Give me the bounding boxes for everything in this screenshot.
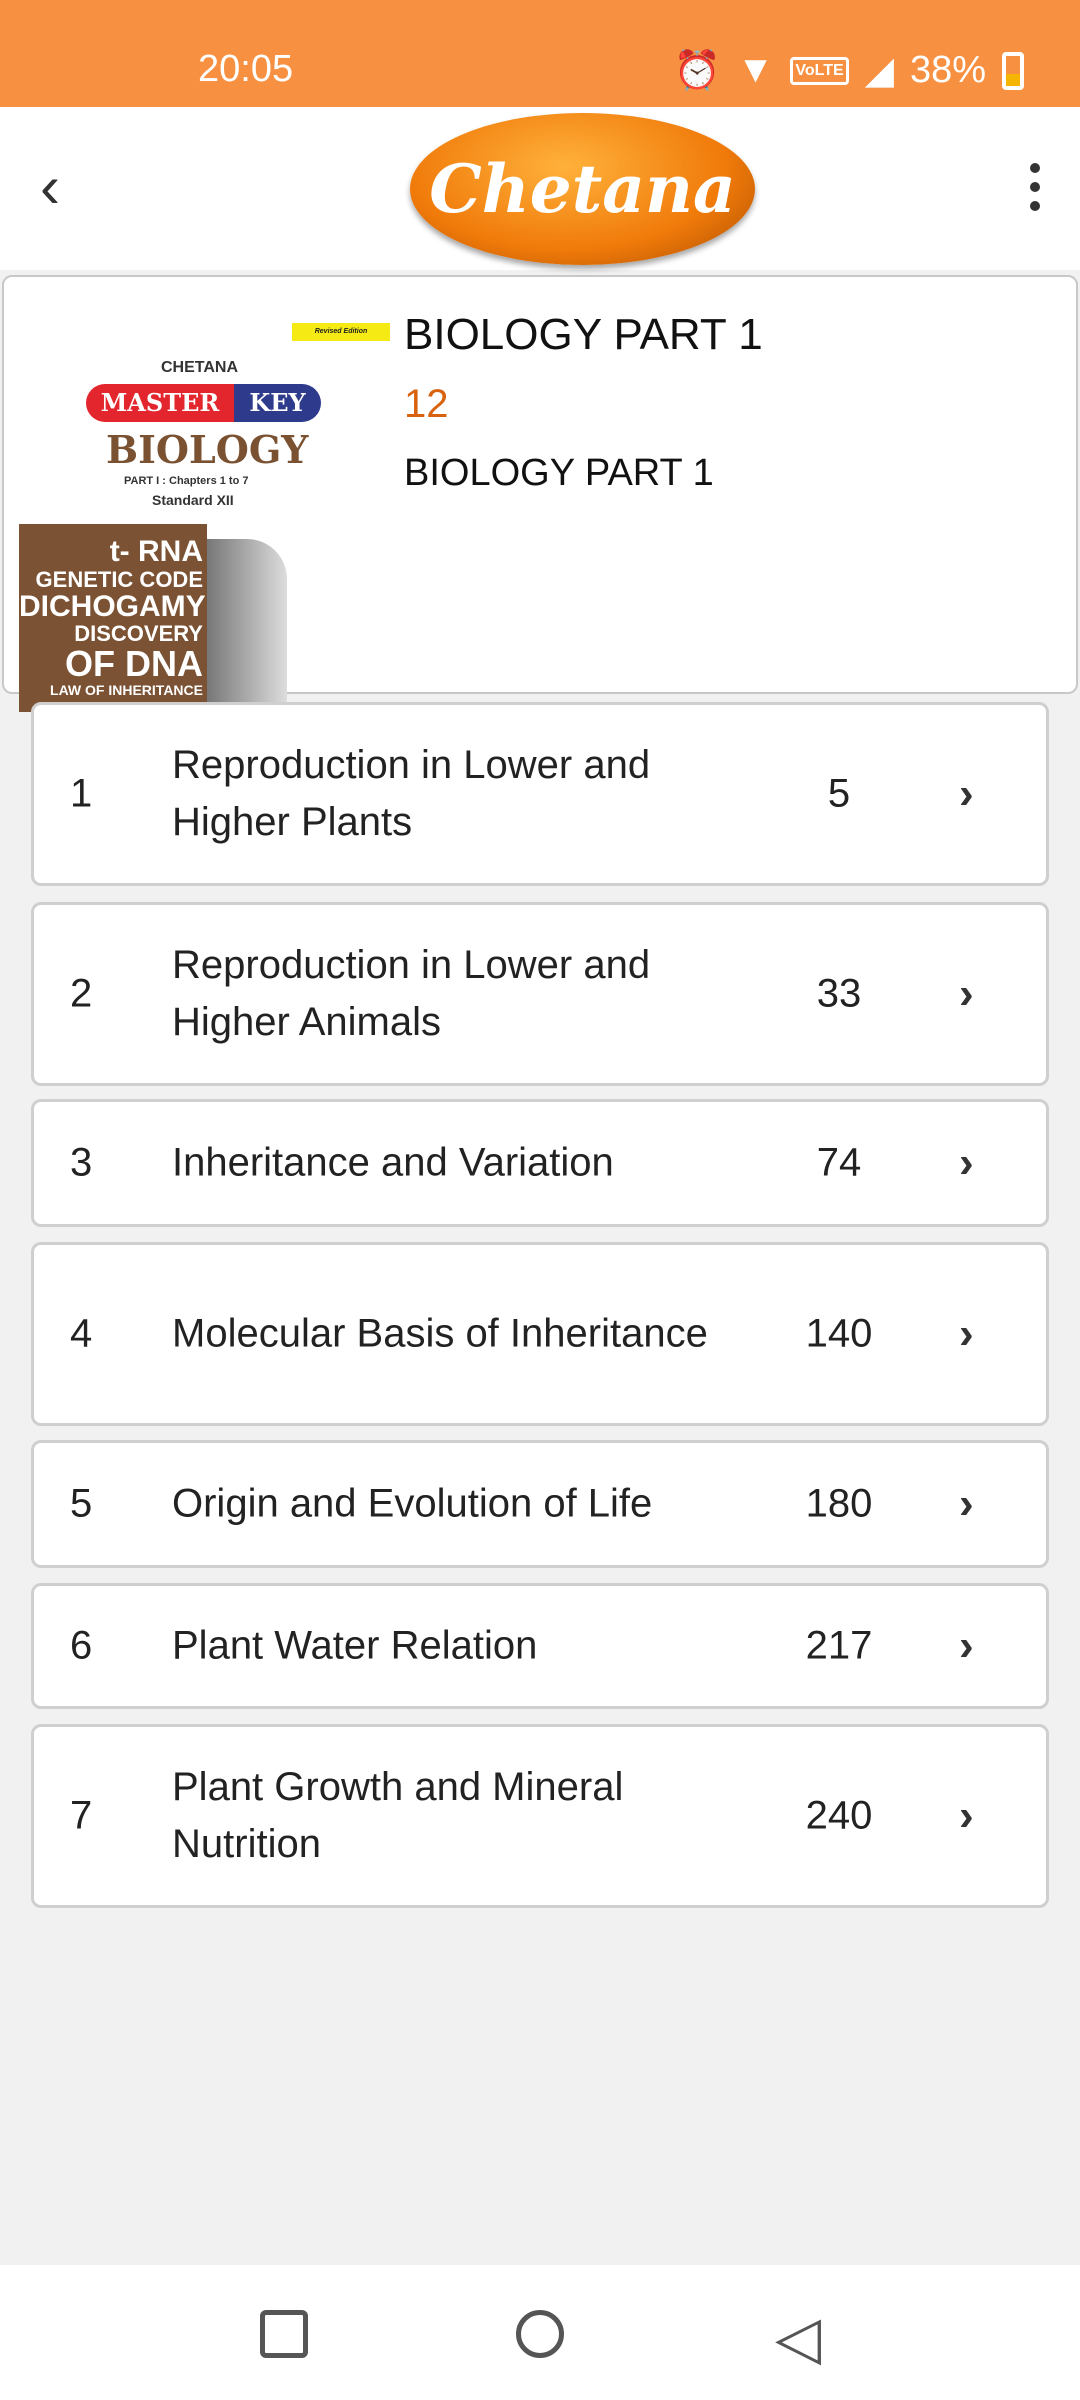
chapter-item[interactable]: 6 Plant Water Relation 217 › <box>31 1583 1049 1709</box>
back-nav-icon[interactable]: ◁ <box>775 2304 822 2371</box>
book-title: BIOLOGY PART 1 <box>404 310 763 359</box>
chevron-right-icon: › <box>959 1791 974 1840</box>
volte-icon: VoLTE <box>790 56 849 85</box>
chapter-number: 1 <box>70 771 93 816</box>
chapter-number: 3 <box>70 1140 93 1185</box>
chapter-title: Origin and Evolution of Life <box>172 1481 653 1526</box>
chapter-number: 5 <box>70 1481 93 1526</box>
chapter-title: Plant Growth and Mineral Nutrition <box>172 1765 624 1866</box>
chapter-title: Plant Water Relation <box>172 1623 538 1668</box>
clock: 20:05 <box>198 48 294 90</box>
chevron-right-icon: › <box>959 1479 974 1528</box>
chapter-item[interactable]: 2 Reproduction in Lower and Higher Anima… <box>31 902 1049 1086</box>
chapter-title: Molecular Basis of Inheritance <box>172 1311 708 1356</box>
recents-icon[interactable] <box>260 2310 308 2358</box>
book-cover-image: Revised Edition CHETANA MASTER KEY BIOLOG… <box>16 307 396 712</box>
book-header-card: Revised Edition CHETANA MASTER KEY BIOLOG… <box>2 275 1078 712</box>
book-standard: 12 <box>404 382 449 426</box>
chapter-item[interactable]: 7 Plant Growth and Mineral Nutrition 240… <box>31 1724 1049 1908</box>
chapter-page: 180 <box>805 1481 873 1526</box>
chapter-item[interactable]: 4 Molecular Basis of Inheritance 140 › <box>31 1242 1049 1426</box>
navigation-bar: ◁ <box>0 2265 1080 2400</box>
chapter-page: 217 <box>805 1623 873 1668</box>
battery-percent: 38% <box>909 49 986 91</box>
signal-icon: ◢ <box>864 50 894 92</box>
battery-charging-icon <box>1002 51 1024 90</box>
home-icon[interactable] <box>516 2310 564 2358</box>
chapter-number: 4 <box>70 1311 93 1356</box>
chapter-item[interactable]: 1 Reproduction in Lower and Higher Plant… <box>31 702 1049 886</box>
chevron-right-icon: › <box>959 769 974 818</box>
chevron-right-icon: › <box>959 969 974 1018</box>
chapter-number: 7 <box>70 1793 93 1838</box>
chapter-number: 6 <box>70 1623 93 1668</box>
chevron-right-icon: › <box>959 1138 974 1187</box>
chapter-title: Reproduction in Lower and Higher Plants <box>172 743 651 844</box>
book-subtitle: BIOLOGY PART 1 <box>404 452 714 494</box>
status-bar: 20:05 ⏰ ▼ VoLTE ◢ 38% <box>0 0 1080 107</box>
more-vert-icon[interactable] <box>1020 157 1050 217</box>
chapter-item[interactable]: 3 Inheritance and Variation 74 › <box>31 1099 1049 1227</box>
chapter-number: 2 <box>70 971 93 1016</box>
chapter-title: Inheritance and Variation <box>172 1140 614 1185</box>
chapter-page: 240 <box>805 1793 873 1838</box>
chapter-page: 74 <box>816 1140 862 1185</box>
wifi-icon: ▼ <box>736 49 775 91</box>
chapter-page: 33 <box>816 971 862 1016</box>
chapter-title: Reproduction in Lower and Higher Animals <box>172 943 651 1044</box>
chapter-page: 140 <box>805 1311 873 1356</box>
app-bar: ‹ Chetana <box>0 107 1080 270</box>
chevron-right-icon: › <box>959 1621 974 1670</box>
alarm-icon: ⏰ <box>673 49 721 92</box>
back-arrow-icon[interactable]: ‹ <box>40 153 60 220</box>
chapter-item[interactable]: 5 Origin and Evolution of Life 180 › <box>31 1440 1049 1568</box>
chevron-right-icon: › <box>959 1309 974 1358</box>
chetana-logo: Chetana <box>410 113 755 265</box>
chapter-page: 5 <box>827 771 851 816</box>
